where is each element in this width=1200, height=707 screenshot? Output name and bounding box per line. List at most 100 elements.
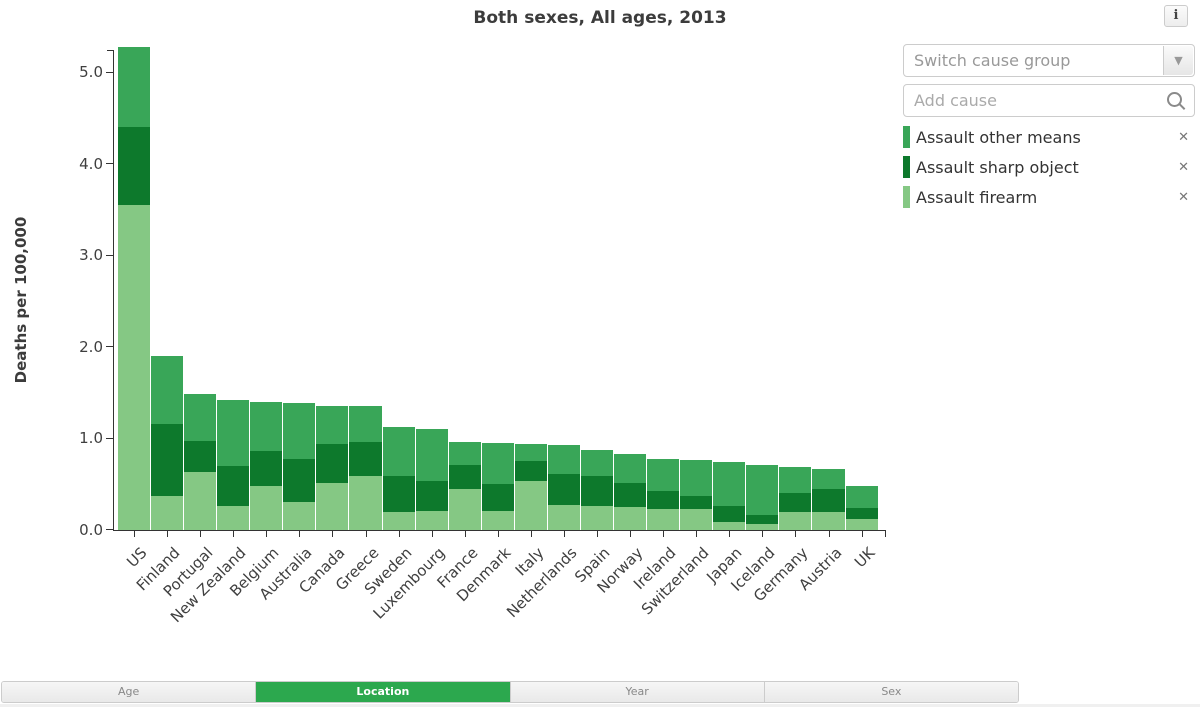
remove-cause-icon[interactable]: ✕ xyxy=(1178,129,1189,145)
x-tick xyxy=(366,531,367,537)
bar-iceland-assault-other-means[interactable] xyxy=(746,465,778,515)
bar-switzerland-assault-other-means[interactable] xyxy=(680,460,712,496)
bar-italy-assault-firearm[interactable] xyxy=(515,481,547,530)
bar-japan-assault-firearm[interactable] xyxy=(713,522,745,530)
bar-ireland-assault-sharp-object[interactable] xyxy=(647,491,679,509)
bar-canada-assault-firearm[interactable] xyxy=(316,483,348,530)
bar-switzerland-assault-firearm[interactable] xyxy=(680,509,712,530)
bar-sweden-assault-other-means[interactable] xyxy=(383,427,415,476)
legend-label: Assault firearm xyxy=(916,187,1038,207)
x-tick xyxy=(564,531,565,537)
tab-sex[interactable]: Sex xyxy=(764,682,1018,702)
bar-norway-assault-firearm[interactable] xyxy=(614,507,646,530)
bar-france-assault-other-means[interactable] xyxy=(449,442,481,465)
bar-us-assault-firearm[interactable] xyxy=(118,205,150,530)
bar-iceland-assault-sharp-object[interactable] xyxy=(746,515,778,524)
bar-belgium-assault-other-means[interactable] xyxy=(250,402,282,451)
bar-germany-assault-other-means[interactable] xyxy=(779,467,811,493)
bar-denmark-assault-firearm[interactable] xyxy=(482,511,514,530)
search-icon xyxy=(1167,92,1182,107)
x-tick xyxy=(630,531,631,537)
bar-france-assault-firearm[interactable] xyxy=(449,489,481,530)
bar-belgium-assault-firearm[interactable] xyxy=(250,486,282,530)
bar-germany-assault-firearm[interactable] xyxy=(779,512,811,530)
info-icon[interactable]: i xyxy=(1164,5,1188,27)
y-tick-label: 1.0 xyxy=(79,429,103,447)
bar-australia-assault-sharp-object[interactable] xyxy=(283,459,315,502)
bar-greece-assault-sharp-object[interactable] xyxy=(349,442,382,476)
bar-luxembourg-assault-firearm[interactable] xyxy=(416,511,448,530)
add-cause-input[interactable] xyxy=(904,85,1164,116)
bar-iceland-assault-firearm[interactable] xyxy=(746,524,778,530)
x-tick xyxy=(432,531,433,537)
tab-age[interactable]: Age xyxy=(2,682,257,702)
add-cause-search xyxy=(903,84,1195,117)
bar-denmark-assault-other-means[interactable] xyxy=(482,443,514,484)
bar-greece-assault-firearm[interactable] xyxy=(349,476,382,530)
bar-new-zealand-assault-sharp-object[interactable] xyxy=(217,466,249,506)
bar-switzerland-assault-sharp-object[interactable] xyxy=(680,496,712,509)
bar-ireland-assault-other-means[interactable] xyxy=(647,459,679,491)
x-tick xyxy=(862,531,863,537)
bar-austria-assault-firearm[interactable] xyxy=(812,512,845,530)
bar-canada-assault-other-means[interactable] xyxy=(316,406,348,444)
bar-luxembourg-assault-other-means[interactable] xyxy=(416,429,448,481)
bar-uk-assault-other-means[interactable] xyxy=(846,486,878,508)
bar-us-assault-sharp-object[interactable] xyxy=(118,127,150,205)
legend-label: Assault sharp object xyxy=(916,157,1079,177)
bar-portugal-assault-firearm[interactable] xyxy=(184,472,216,530)
switch-cause-group-dropdown[interactable]: Switch cause group ▼ xyxy=(903,44,1195,77)
bar-uk-assault-sharp-object[interactable] xyxy=(846,508,878,519)
bar-finland-assault-sharp-object[interactable] xyxy=(151,424,183,496)
y-tick xyxy=(106,346,113,347)
bar-austria-assault-other-means[interactable] xyxy=(812,469,845,489)
bar-canada-assault-sharp-object[interactable] xyxy=(316,444,348,483)
legend-item: Assault other means ✕ xyxy=(903,125,1195,149)
bar-italy-assault-sharp-object[interactable] xyxy=(515,461,547,481)
bar-france-assault-sharp-object[interactable] xyxy=(449,465,481,489)
bar-us-assault-other-means[interactable] xyxy=(118,47,150,127)
legend-swatch-other-means xyxy=(903,126,910,148)
bar-finland-assault-other-means[interactable] xyxy=(151,356,183,424)
legend-item: Assault firearm ✕ xyxy=(903,185,1195,209)
bar-portugal-assault-sharp-object[interactable] xyxy=(184,441,216,472)
bottom-divider xyxy=(0,704,1200,707)
bar-spain-assault-firearm[interactable] xyxy=(581,506,613,530)
bar-denmark-assault-sharp-object[interactable] xyxy=(482,484,514,511)
bar-finland-assault-firearm[interactable] xyxy=(151,496,183,530)
bar-australia-assault-firearm[interactable] xyxy=(283,502,315,530)
bar-austria-assault-sharp-object[interactable] xyxy=(812,489,845,512)
tab-location[interactable]: Location xyxy=(256,682,511,702)
bar-spain-assault-sharp-object[interactable] xyxy=(581,476,613,506)
bar-luxembourg-assault-sharp-object[interactable] xyxy=(416,481,448,511)
chevron-down-icon[interactable]: ▼ xyxy=(1163,46,1193,75)
bar-portugal-assault-other-means[interactable] xyxy=(184,394,216,441)
x-axis-end-tick xyxy=(885,530,886,537)
bar-norway-assault-other-means[interactable] xyxy=(614,454,646,483)
bar-japan-assault-sharp-object[interactable] xyxy=(713,506,745,522)
bar-sweden-assault-sharp-object[interactable] xyxy=(383,476,415,512)
bar-australia-assault-other-means[interactable] xyxy=(283,403,315,459)
x-tick xyxy=(299,531,300,537)
remove-cause-icon[interactable]: ✕ xyxy=(1178,189,1189,205)
bar-netherlands-assault-sharp-object[interactable] xyxy=(548,474,580,505)
bar-germany-assault-sharp-object[interactable] xyxy=(779,493,811,512)
bar-sweden-assault-firearm[interactable] xyxy=(383,512,415,530)
bar-norway-assault-sharp-object[interactable] xyxy=(614,483,646,507)
bar-belgium-assault-sharp-object[interactable] xyxy=(250,451,282,486)
bar-uk-assault-firearm[interactable] xyxy=(846,519,878,530)
x-axis-line xyxy=(113,530,886,531)
bar-italy-assault-other-means[interactable] xyxy=(515,444,547,461)
bar-netherlands-assault-other-means[interactable] xyxy=(548,445,580,474)
bar-japan-assault-other-means[interactable] xyxy=(713,462,745,506)
remove-cause-icon[interactable]: ✕ xyxy=(1178,159,1189,175)
tab-year[interactable]: Year xyxy=(510,682,765,702)
bar-greece-assault-other-means[interactable] xyxy=(349,406,382,442)
x-tick xyxy=(696,531,697,537)
bar-new-zealand-assault-other-means[interactable] xyxy=(217,400,249,466)
bar-spain-assault-other-means[interactable] xyxy=(581,450,613,476)
bar-netherlands-assault-firearm[interactable] xyxy=(548,505,580,530)
bar-new-zealand-assault-firearm[interactable] xyxy=(217,506,249,530)
x-tick xyxy=(663,531,664,537)
bar-ireland-assault-firearm[interactable] xyxy=(647,509,679,530)
